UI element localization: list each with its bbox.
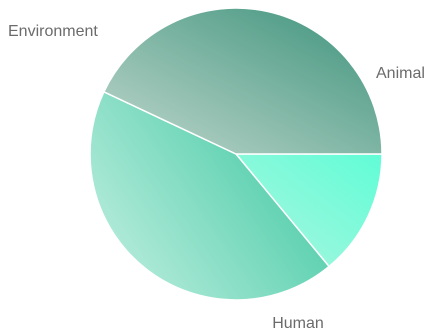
pie-slices: [89, 7, 383, 301]
pie-label-environment: Environment: [8, 23, 98, 40]
pie-labels: Animal Human Environment: [8, 23, 425, 332]
pie-label-animal: Animal: [376, 65, 425, 82]
pie-label-human: Human: [272, 315, 324, 329]
pie-slice-environment[interactable]: [103, 7, 383, 155]
pie-slice-human[interactable]: [89, 91, 330, 301]
pie-slice-animal[interactable]: [235, 153, 383, 268]
